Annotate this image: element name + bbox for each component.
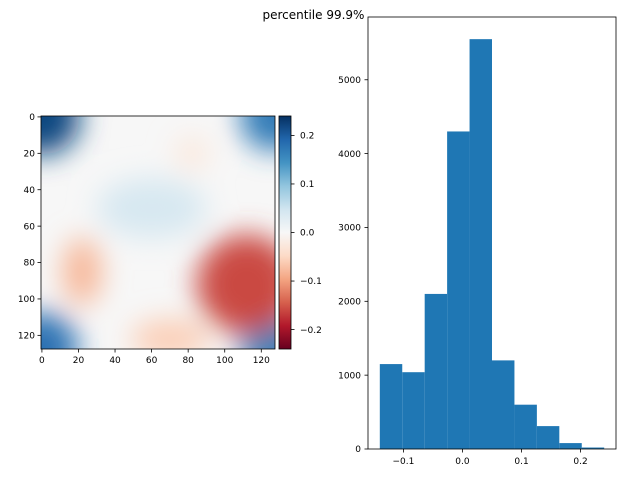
figure-suptitle: percentile 99.9% (262, 8, 365, 22)
heatmap-x-tick-label: 120 (253, 356, 270, 366)
histogram-y-tick-label: 1000 (338, 371, 361, 381)
heatmap-y-tick-label: 20 (24, 150, 36, 160)
histogram-bar (559, 443, 582, 449)
colorbar-tick-label: 0.0 (300, 229, 315, 239)
histogram-bar (447, 131, 470, 449)
histogram-x-tick-label: 0.2 (573, 457, 587, 467)
histogram-y-tick-label: 5000 (338, 76, 361, 86)
heatmap-y-tick-label: 100 (18, 295, 35, 305)
histogram-y-tick-label: 0 (355, 445, 361, 455)
heatmap-x-tick-label: 40 (109, 356, 121, 366)
heatmap-y-tick-label: 40 (24, 186, 36, 196)
heatmap-x-ticks: 0 20 40 60 80 100 120 (39, 349, 270, 366)
histogram-y-tick-label: 2000 (338, 298, 361, 308)
histogram-bar (536, 426, 560, 449)
heatmap-feature-7 (175, 137, 208, 170)
heatmap-feature-4 (196, 234, 275, 335)
histogram-y-tick-label: 3000 (338, 224, 361, 234)
heatmap-cells (41, 116, 275, 349)
colorbar-tick-label: 0.2 (300, 132, 314, 142)
colorbar-tick-label: 0.1 (300, 180, 314, 190)
histogram-x-tick-label: 0.0 (455, 457, 470, 467)
heatmap-y-ticks: 0 20 40 60 80 100 120 (18, 113, 41, 342)
heatmap-y-tick-label: 60 (24, 222, 36, 232)
histogram-bar (581, 447, 605, 449)
heatmap-feature-6 (130, 319, 210, 349)
histogram-bar (379, 364, 403, 449)
heatmap-y-tick-label: 120 (18, 332, 35, 342)
heatmap-x-tick-label: 80 (182, 356, 194, 366)
colorbar-tick-label: −0.1 (300, 277, 322, 287)
histogram-y-ticks: 0 1000 2000 3000 4000 5000 (338, 76, 368, 455)
heatmap-x-tick-label: 0 (39, 356, 45, 366)
heatmap-feature-2 (41, 312, 78, 349)
colorbar-tick-label: −0.2 (300, 326, 322, 336)
heatmap-feature-5 (62, 237, 102, 306)
histogram-frame (367, 16, 617, 450)
histogram-x-tick-label: −0.1 (392, 457, 414, 467)
heatmap-x-tick-label: 100 (216, 356, 233, 366)
histogram-bar (514, 404, 537, 449)
histogram-bars (379, 39, 605, 450)
histogram-x-tick-label: 0.1 (514, 457, 528, 467)
heatmap-feature-1 (240, 116, 275, 151)
histogram-bar (492, 360, 515, 449)
heatmap-frame (40, 115, 276, 350)
histogram-bar (424, 293, 448, 449)
heatmap-x-tick-label: 60 (146, 356, 158, 366)
heatmap-y-tick-label: 0 (29, 113, 35, 123)
histogram-bar (402, 372, 425, 449)
heatmap-image (41, 116, 275, 349)
histogram-y-tick-label: 4000 (338, 150, 361, 160)
heatmap-feature-8 (96, 177, 207, 239)
heatmap-y-tick-label: 80 (24, 259, 36, 269)
colorbar-ticks: −0.2 −0.1 0.0 0.1 0.2 (291, 132, 322, 336)
histogram-bar (469, 39, 492, 450)
heatmap-x-tick-label: 20 (73, 356, 85, 366)
heatmap-feature-0 (41, 116, 80, 155)
colorbar-gradient (279, 116, 291, 349)
histogram-x-ticks: −0.1 0.0 0.1 0.2 (392, 449, 588, 467)
